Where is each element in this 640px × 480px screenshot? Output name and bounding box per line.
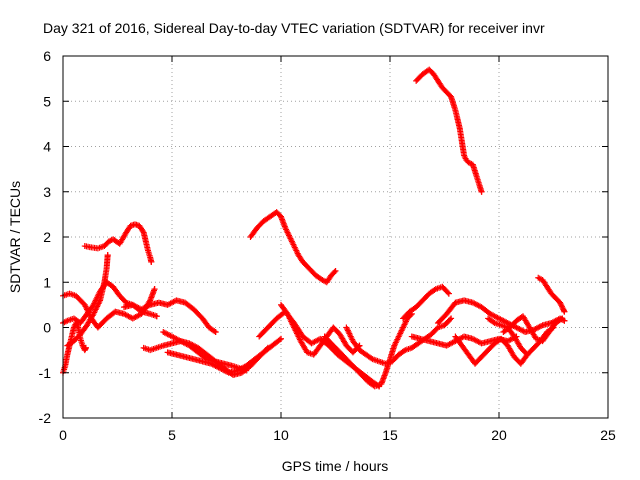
data-point (557, 299, 564, 306)
x-tick-labels: 0 5 10 15 20 25 (59, 427, 616, 443)
data-point (332, 267, 339, 274)
series-arc-05 (81, 221, 155, 265)
data-points (60, 66, 568, 390)
data-point (276, 336, 283, 343)
y-tick-label: 5 (43, 93, 51, 109)
data-point (557, 316, 564, 323)
y-tick-label: 3 (43, 184, 51, 200)
x-axis-label: GPS time / hours (282, 458, 389, 474)
series-arc-22 (500, 313, 566, 345)
series-arc-03 (60, 279, 160, 326)
x-tick-label: 15 (382, 427, 398, 443)
data-point (148, 258, 155, 265)
series-arc-21 (535, 274, 568, 315)
data-point (331, 269, 338, 276)
series-arc-10 (247, 209, 339, 286)
y-tick-label: 2 (43, 229, 51, 245)
data-point (444, 289, 451, 296)
data-point (559, 303, 566, 310)
data-point (446, 316, 453, 323)
data-point (448, 315, 455, 322)
data-point (212, 329, 219, 336)
y-tick-label: 4 (43, 139, 51, 155)
chart-title: Day 321 of 2016, Sidereal Day-to-day VTE… (43, 20, 545, 36)
data-point (139, 228, 146, 235)
data-point (559, 315, 566, 322)
data-point (264, 344, 271, 351)
x-tick-label: 20 (491, 427, 507, 443)
data-point (524, 351, 531, 358)
data-point (561, 308, 568, 315)
data-point (478, 188, 485, 195)
data-point (104, 252, 111, 259)
y-tick-label: 0 (43, 320, 51, 336)
data-point (558, 302, 565, 309)
data-point (445, 290, 452, 297)
series-arc-12 (278, 301, 363, 358)
data-point (82, 344, 89, 351)
series-arc-09 (160, 329, 271, 379)
x-tick-label: 0 (59, 427, 67, 443)
y-axis-label: SDTVAR / TECUs (7, 181, 23, 293)
data-point (278, 335, 284, 342)
y-tick-label: -2 (39, 410, 52, 426)
data-point (557, 300, 564, 307)
series-arc-06 (121, 297, 219, 336)
series-arc-16 (400, 283, 452, 322)
x-tick-label: 5 (168, 427, 176, 443)
data-point (263, 345, 270, 352)
data-point (211, 328, 218, 335)
series-arc-04 (64, 252, 111, 349)
x-tick-label: 10 (273, 427, 289, 443)
series-arc-14 (343, 315, 455, 367)
y-tick-label: -1 (39, 365, 52, 381)
y-tick-labels: -2 -1 0 1 2 3 4 5 6 (39, 48, 52, 426)
data-point (523, 350, 530, 357)
data-point (153, 313, 160, 320)
y-tick-label: 6 (43, 48, 51, 64)
y-tick-label: 1 (43, 274, 51, 290)
series-arc-13 (321, 310, 415, 390)
data-point (151, 286, 158, 293)
series-arc-15 (413, 66, 485, 195)
x-tick-label: 25 (600, 427, 616, 443)
axis-ticks (62, 55, 609, 419)
